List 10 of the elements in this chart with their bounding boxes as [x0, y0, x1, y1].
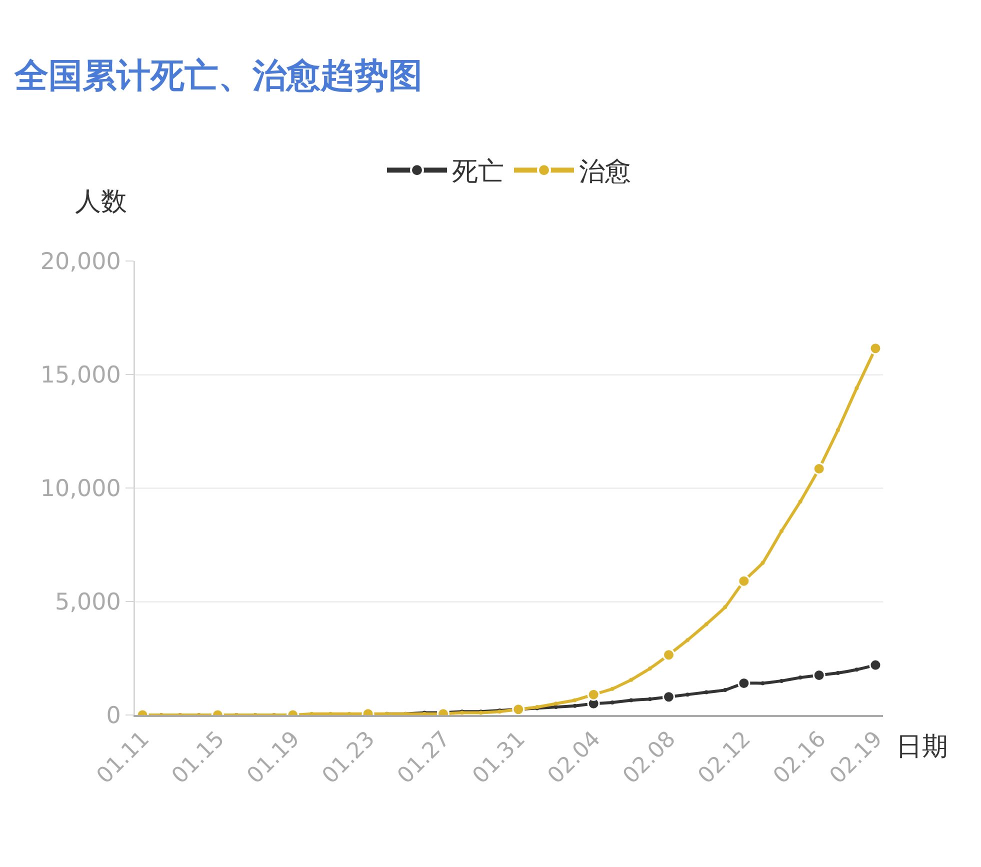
y-tick-label: 5,000	[55, 590, 121, 616]
y-axis-title: 人数	[75, 187, 127, 217]
y-tick-label: 0	[106, 703, 121, 730]
y-tick-label: 15,000	[40, 362, 121, 389]
y-tick-label: 10,000	[40, 476, 121, 502]
y-tick-label: 20,000	[40, 249, 121, 276]
legend-label: 治愈	[579, 157, 631, 188]
legend-label: 死亡	[452, 157, 504, 188]
chart-title: 全国累计死亡、治愈趋势图	[14, 56, 423, 96]
x-axis-title: 日期	[896, 732, 948, 762]
